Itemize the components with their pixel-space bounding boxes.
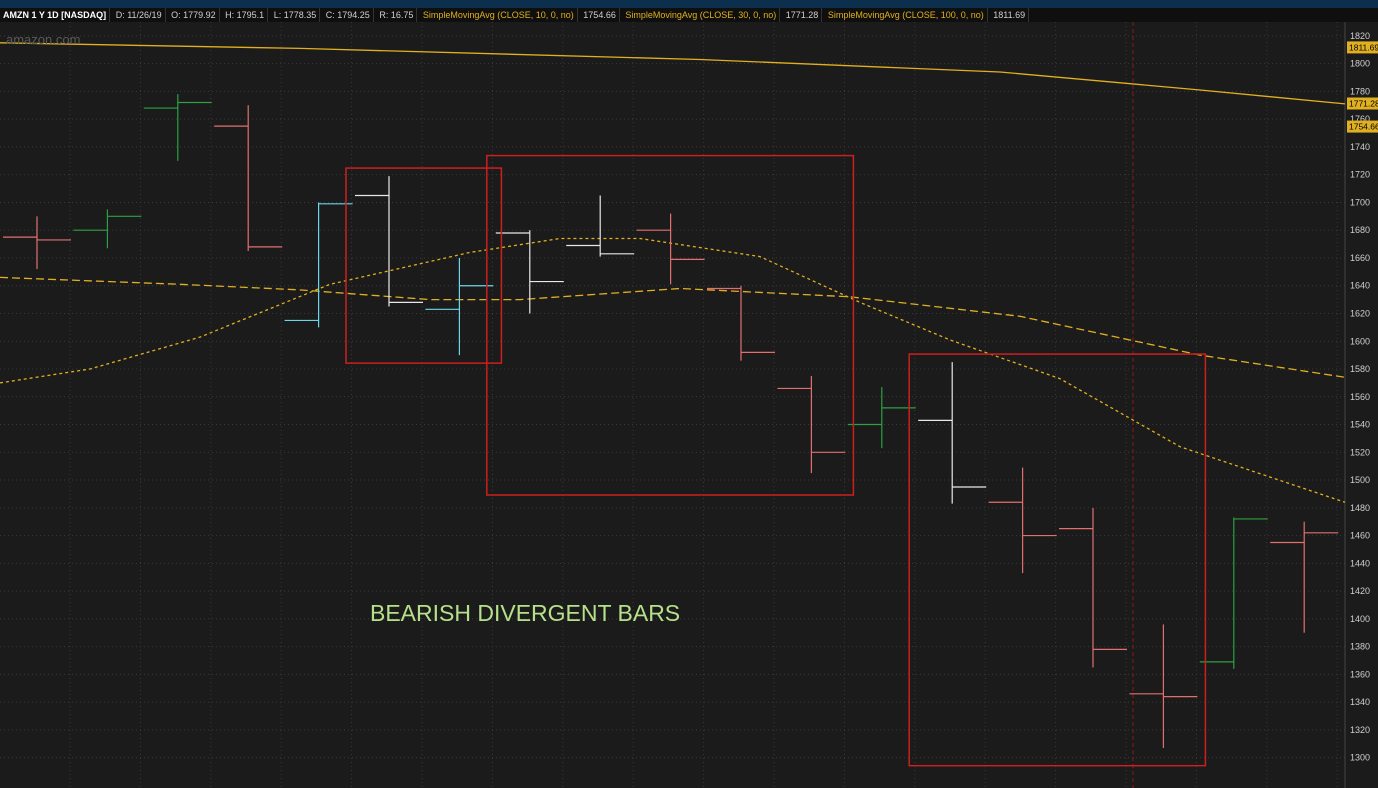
symbol-label[interactable]: AMZN 1 Y 1D [NASDAQ] bbox=[0, 8, 111, 22]
y-tick-label: 1680 bbox=[1350, 225, 1370, 235]
company-watermark: amazon.com bbox=[6, 32, 81, 47]
low-label: L: 1778.35 bbox=[271, 8, 321, 22]
price-tag bbox=[1347, 120, 1378, 133]
y-tick-label: 1480 bbox=[1350, 503, 1370, 513]
sma-10-line bbox=[0, 237, 1346, 503]
sma30-value: 1771.28 bbox=[783, 8, 823, 22]
sma-30-line bbox=[0, 276, 1346, 378]
y-tick-label: 1360 bbox=[1350, 669, 1370, 679]
y-tick-label: 1620 bbox=[1350, 308, 1370, 318]
y-tick-label: 1760 bbox=[1350, 114, 1370, 124]
y-tick-label: 1640 bbox=[1350, 281, 1370, 291]
price-tag-label: 1811.69 bbox=[1349, 42, 1378, 52]
sma-100-line bbox=[0, 42, 1346, 105]
y-tick-label: 1800 bbox=[1350, 59, 1370, 69]
y-tick-label: 1540 bbox=[1350, 420, 1370, 430]
y-tick-label: 1780 bbox=[1350, 86, 1370, 96]
y-tick-label: 1300 bbox=[1350, 753, 1370, 763]
top-toolbar bbox=[0, 0, 1378, 8]
quote-info-bar: AMZN 1 Y 1D [NASDAQ] D: 11/26/19 O: 1779… bbox=[0, 8, 1378, 22]
annotation-text: BEARISH DIVERGENT BARS bbox=[370, 600, 681, 626]
y-tick-label: 1580 bbox=[1350, 364, 1370, 374]
high-label: H: 1795.1 bbox=[222, 8, 269, 22]
y-tick-label: 1560 bbox=[1350, 392, 1370, 402]
highlight-box-3 bbox=[908, 353, 1207, 767]
close-label: C: 1794.25 bbox=[323, 8, 374, 22]
price-tag bbox=[1347, 97, 1378, 110]
y-tick-label: 1500 bbox=[1350, 475, 1370, 485]
open-label: O: 1779.92 bbox=[168, 8, 220, 22]
sma100-value: 1811.69 bbox=[990, 8, 1030, 22]
y-tick-label: 1740 bbox=[1350, 142, 1370, 152]
range-label: R: 16.75 bbox=[376, 8, 418, 22]
y-tick-label: 1600 bbox=[1350, 336, 1370, 346]
sma30-label: SimpleMovingAvg (CLOSE, 30, 0, no) bbox=[622, 8, 781, 22]
y-tick-label: 1700 bbox=[1350, 197, 1370, 207]
y-tick-label: 1720 bbox=[1350, 170, 1370, 180]
highlight-box-1 bbox=[345, 167, 503, 364]
y-tick-label: 1320 bbox=[1350, 725, 1370, 735]
y-tick-label: 1820 bbox=[1350, 31, 1370, 41]
price-chart[interactable]: 1820 1800 1780 1760 1740 1720 1700 1680 1660 1640… bbox=[0, 22, 1378, 788]
y-tick-label: 1440 bbox=[1350, 558, 1370, 568]
y-tick-label: 1380 bbox=[1350, 642, 1370, 652]
sma10-value: 1754.66 bbox=[580, 8, 620, 22]
date-label: D: 11/26/19 bbox=[113, 8, 166, 22]
y-tick-label: 1520 bbox=[1350, 447, 1370, 457]
y-tick-label: 1340 bbox=[1350, 697, 1370, 707]
price-tag-label: 1754.66 bbox=[1349, 122, 1378, 132]
price-tag-label: 1771.28 bbox=[1349, 99, 1378, 109]
y-tick-label: 1420 bbox=[1350, 586, 1370, 596]
y-tick-label: 1460 bbox=[1350, 531, 1370, 541]
sma10-label: SimpleMovingAvg (CLOSE, 10, 0, no) bbox=[420, 8, 578, 22]
highlight-box-2 bbox=[486, 154, 855, 496]
sma100-label: SimpleMovingAvg (CLOSE, 100, 0, no) bbox=[825, 8, 988, 22]
y-tick-label: 1660 bbox=[1350, 253, 1370, 263]
price-tag bbox=[1347, 41, 1378, 54]
y-tick-label: 1400 bbox=[1350, 614, 1370, 624]
